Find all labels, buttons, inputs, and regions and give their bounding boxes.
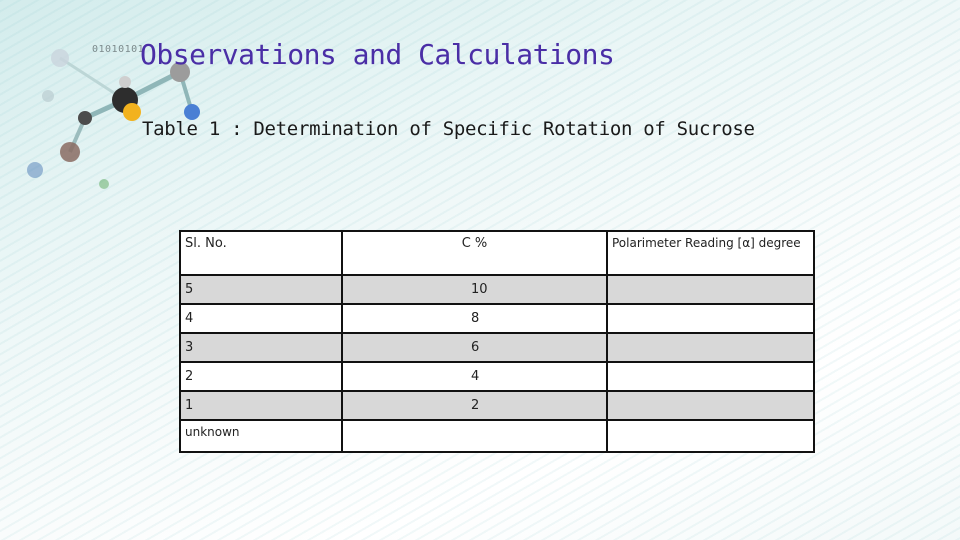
cell-serial: 4 <box>179 303 343 334</box>
cell-reading <box>606 419 815 453</box>
header-concentration: C % <box>341 230 608 276</box>
cell-concentration: 10 <box>341 274 608 305</box>
cell-concentration <box>341 419 608 453</box>
cell-reading <box>606 274 815 305</box>
cell-serial: 1 <box>179 390 343 421</box>
header-serial-number: Sl. No. <box>179 230 343 276</box>
table-row: 4 8 <box>179 303 815 334</box>
cell-reading <box>606 332 815 363</box>
cell-serial: 3 <box>179 332 343 363</box>
cell-reading <box>606 361 815 392</box>
cell-serial: 2 <box>179 361 343 392</box>
cell-serial: 5 <box>179 274 343 305</box>
table-header-row: Sl. No. C % Polarimeter Reading [α] degr… <box>179 230 815 276</box>
table-row: 5 10 <box>179 274 815 305</box>
cell-serial: unknown <box>179 419 343 453</box>
header-polarimeter-reading: Polarimeter Reading [α] degree <box>606 230 815 276</box>
table-row: 2 4 <box>179 361 815 392</box>
cell-reading <box>606 390 815 421</box>
table-row: 3 6 <box>179 332 815 363</box>
table-row: unknown <box>179 419 815 453</box>
observation-table: Sl. No. C % Polarimeter Reading [α] degr… <box>179 230 815 453</box>
table-caption: Table 1 : Determination of Specific Rota… <box>142 118 755 140</box>
cell-concentration: 2 <box>341 390 608 421</box>
cell-concentration: 6 <box>341 332 608 363</box>
table-row: 1 2 <box>179 390 815 421</box>
slide-title: Observations and Calculations <box>140 38 615 71</box>
molecule-decoration-icon <box>27 49 200 189</box>
cell-concentration: 4 <box>341 361 608 392</box>
binary-decoration: 01010101 <box>92 44 145 55</box>
cell-reading <box>606 303 815 334</box>
cell-concentration: 8 <box>341 303 608 334</box>
